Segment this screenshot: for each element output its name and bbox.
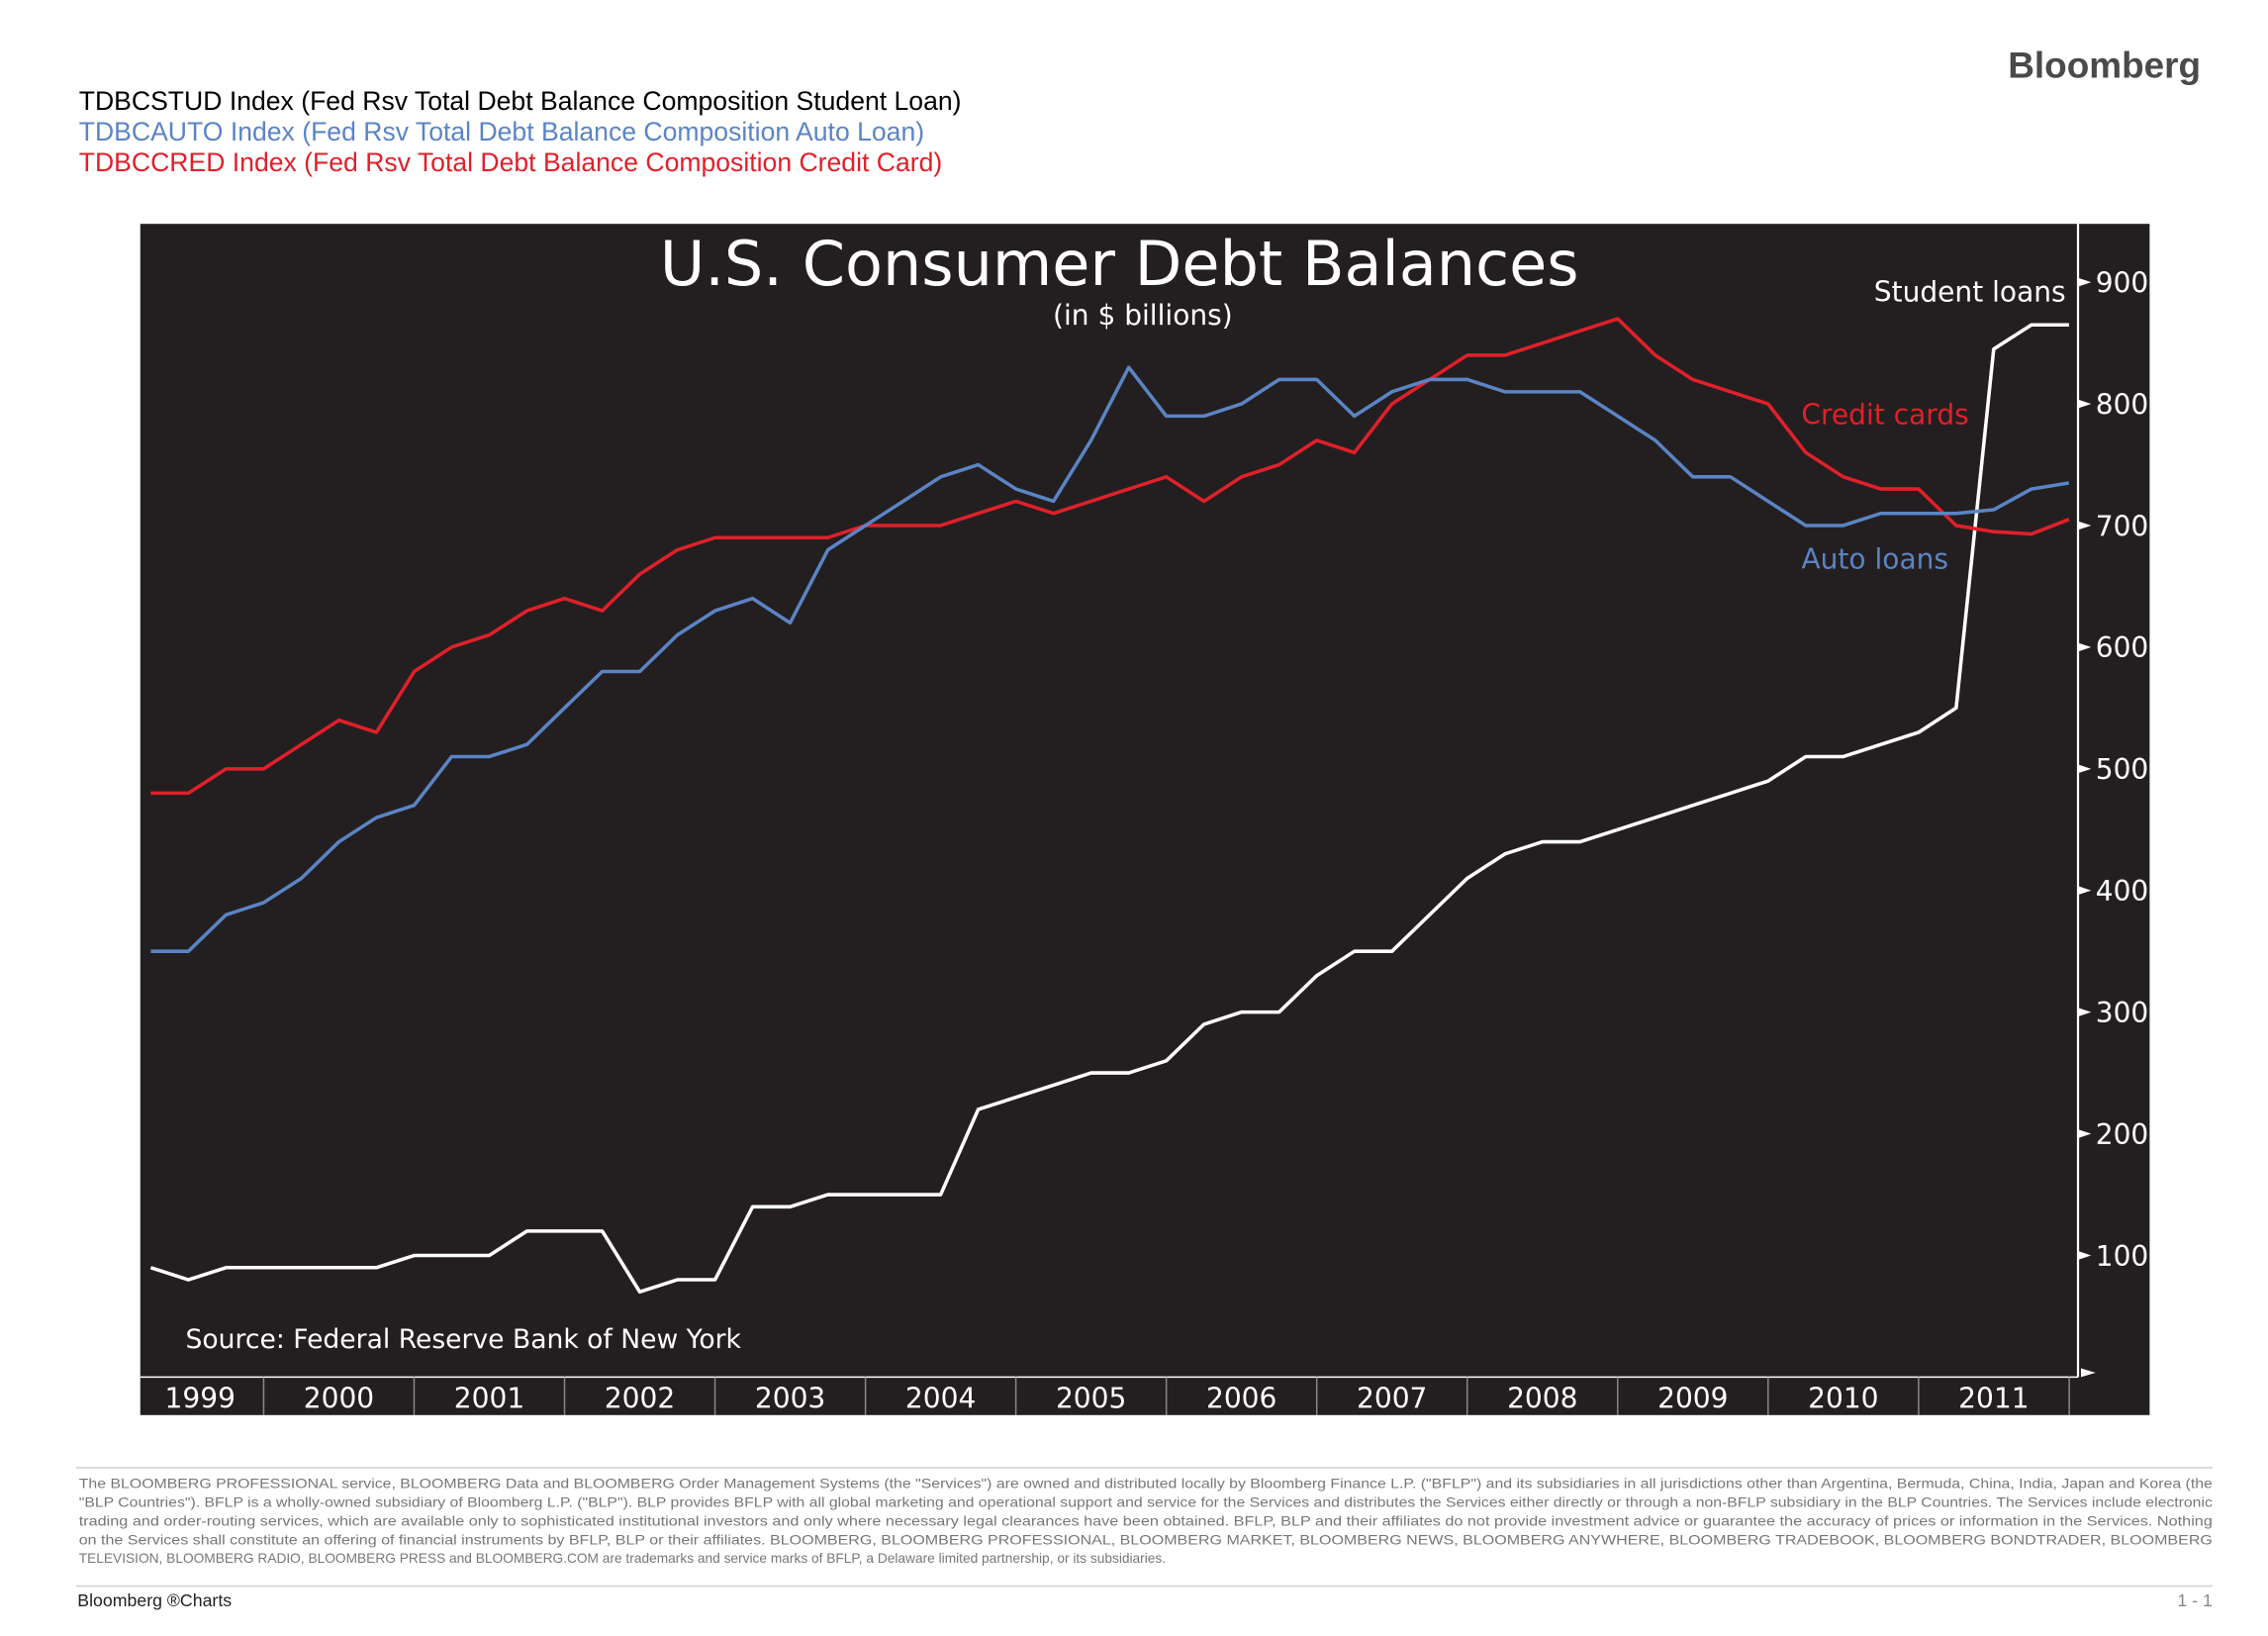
y-tick-label: 200 <box>2096 1118 2149 1151</box>
disclaimer-line: trading and order-routing services, whic… <box>79 1513 2213 1528</box>
source-note: Source: Federal Reserve Bank of New York <box>186 1324 742 1355</box>
chart-title: U.S. Consumer Debt Balances <box>660 228 1579 300</box>
y-tick-mark <box>2078 1251 2092 1260</box>
series-label: Credit cards <box>1801 399 1968 432</box>
page-number: 1 - 1 <box>2177 1590 2212 1610</box>
chart-subtitle: (in $ billions) <box>1053 299 1233 332</box>
disclaimer-line: TELEVISION, BLOOMBERG RADIO, BLOOMBERG P… <box>79 1551 1166 1566</box>
y-tick-label: 400 <box>2096 875 2149 908</box>
brand-logo: Bloomberg <box>2008 45 2201 85</box>
y-tick-mark <box>2078 1129 2092 1138</box>
disclaimer-line: on the Services shall constitute an offe… <box>79 1532 2213 1547</box>
index-list: TDBCSTUD Index (Fed Rsv Total Debt Balan… <box>79 86 962 177</box>
x-tick-label: 2001 <box>454 1382 524 1414</box>
x-tick-label: 2005 <box>1056 1382 1126 1414</box>
series-line <box>150 317 2070 796</box>
x-tick-label: 2009 <box>1657 1382 1728 1414</box>
x-tick-label: 2002 <box>605 1382 675 1414</box>
disclaimer-line: "BLP Countries"). BFLP is a wholly-owned… <box>79 1495 2213 1510</box>
x-tick-label: 2010 <box>1808 1382 1878 1414</box>
index-label: TDBCAUTO Index (Fed Rsv Total Debt Balan… <box>79 117 924 146</box>
x-tick-label: 2011 <box>1958 1382 2029 1414</box>
y-tick-label: 100 <box>2096 1240 2149 1273</box>
x-tick-label: 2000 <box>304 1382 374 1414</box>
y-tick-label: 500 <box>2096 753 2149 786</box>
y-tick-label: 800 <box>2096 388 2149 421</box>
index-label: TDBCSTUD Index (Fed Rsv Total Debt Balan… <box>79 86 962 116</box>
disclaimer: The BLOOMBERG PROFESSIONAL service, BLOO… <box>79 1477 2214 1567</box>
y-tick-mark <box>2078 399 2092 409</box>
y-tick-label: 700 <box>2096 510 2149 542</box>
series-label: Auto loans <box>1801 543 1948 576</box>
footer-brand: Bloomberg ®Charts <box>77 1590 232 1610</box>
series-line <box>150 365 2070 953</box>
x-tick-label: 2007 <box>1357 1382 1427 1414</box>
x-tick-label: 1999 <box>165 1382 236 1414</box>
y-tick-mark <box>2078 277 2092 287</box>
y-tick-label: 300 <box>2096 997 2149 1029</box>
axis-arrow <box>2080 1368 2096 1378</box>
series-line <box>149 323 2069 1295</box>
y-tick-mark <box>2078 886 2092 896</box>
x-tick-label: 2008 <box>1507 1382 1577 1414</box>
disclaimer-line: The BLOOMBERG PROFESSIONAL service, BLOO… <box>79 1477 2214 1492</box>
series-label: Student loans <box>1874 275 2066 308</box>
y-tick-mark <box>2078 764 2092 774</box>
y-tick-mark <box>2078 1008 2092 1017</box>
x-tick-label: 2006 <box>1206 1382 1276 1414</box>
x-tick-label: 2004 <box>905 1382 976 1414</box>
x-tick-label: 2003 <box>755 1382 825 1414</box>
y-tick-mark <box>2078 521 2092 530</box>
y-tick-label: 900 <box>2096 267 2149 300</box>
index-label: TDBCCRED Index (Fed Rsv Total Debt Balan… <box>79 147 942 177</box>
chart-background <box>140 224 2150 1415</box>
y-tick-label: 600 <box>2096 631 2149 664</box>
y-tick-mark <box>2078 642 2092 652</box>
